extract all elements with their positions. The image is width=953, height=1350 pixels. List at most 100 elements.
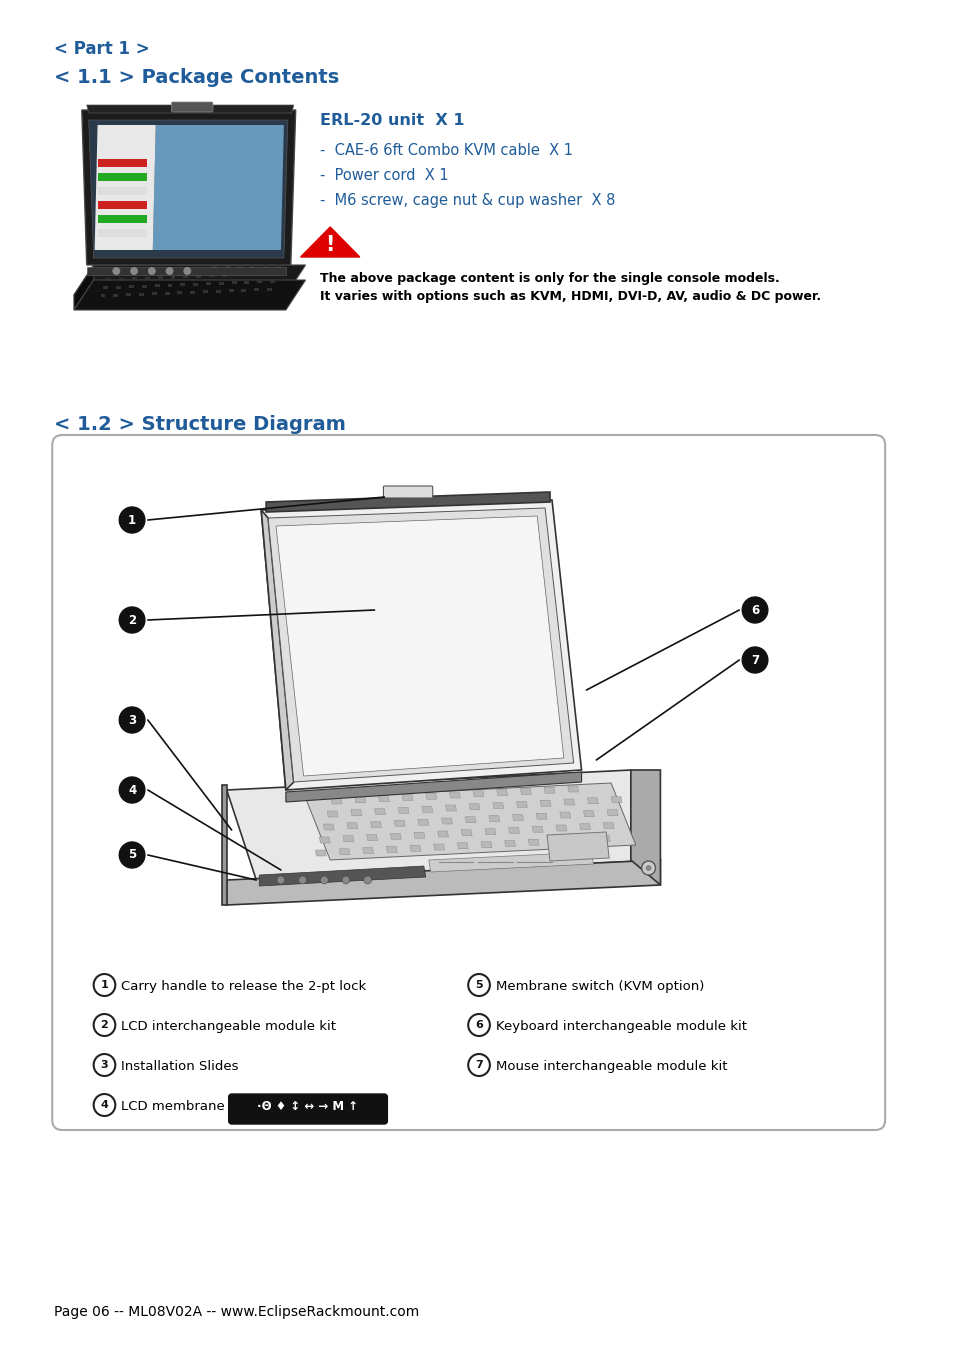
Text: < 1.1 > Package Contents: < 1.1 > Package Contents: [54, 68, 339, 86]
Bar: [110, 270, 114, 273]
Polygon shape: [508, 828, 519, 833]
Text: Keyboard interchangeable module kit: Keyboard interchangeable module kit: [496, 1021, 746, 1033]
Bar: [232, 281, 236, 284]
Polygon shape: [261, 500, 581, 790]
Circle shape: [363, 876, 372, 884]
Polygon shape: [543, 787, 555, 794]
Bar: [97, 215, 147, 223]
Bar: [132, 277, 137, 279]
Circle shape: [342, 876, 350, 884]
Polygon shape: [606, 810, 618, 815]
Circle shape: [93, 1054, 115, 1076]
Bar: [168, 284, 172, 286]
Text: -  M6 screw, cage nut & cup washer  X 8: - M6 screw, cage nut & cup washer X 8: [320, 193, 615, 208]
Polygon shape: [73, 279, 305, 310]
Text: 6: 6: [750, 603, 759, 617]
Text: ERL-20 unit  X 1: ERL-20 unit X 1: [320, 113, 464, 128]
Polygon shape: [87, 267, 286, 275]
Polygon shape: [397, 807, 409, 814]
Polygon shape: [414, 832, 424, 838]
Text: It varies with options such as KVM, HDMI, DVI-D, AV, audio & DC power.: It varies with options such as KVM, HDMI…: [320, 290, 821, 302]
Bar: [165, 292, 170, 294]
Polygon shape: [575, 837, 586, 842]
Bar: [203, 290, 208, 293]
Circle shape: [119, 842, 145, 868]
FancyBboxPatch shape: [52, 435, 884, 1130]
Polygon shape: [402, 794, 413, 801]
Circle shape: [93, 1094, 115, 1116]
Bar: [97, 173, 147, 181]
Polygon shape: [315, 850, 326, 856]
Circle shape: [130, 267, 138, 275]
Text: 1: 1: [128, 513, 136, 526]
Text: 2: 2: [100, 1021, 109, 1030]
Polygon shape: [73, 265, 305, 296]
Circle shape: [119, 508, 145, 533]
Bar: [177, 292, 182, 294]
Polygon shape: [394, 821, 405, 826]
Bar: [171, 275, 175, 278]
Polygon shape: [268, 508, 573, 782]
Text: 5: 5: [128, 849, 136, 861]
Bar: [97, 188, 147, 194]
Polygon shape: [563, 799, 574, 805]
Text: 4: 4: [100, 1100, 109, 1110]
Polygon shape: [319, 837, 330, 842]
Polygon shape: [456, 842, 468, 849]
Bar: [225, 266, 230, 269]
Bar: [157, 275, 162, 279]
Bar: [100, 294, 106, 297]
Circle shape: [119, 608, 145, 633]
Polygon shape: [528, 840, 538, 845]
Bar: [237, 265, 242, 269]
Bar: [263, 265, 268, 267]
Text: !: !: [325, 235, 335, 255]
Polygon shape: [484, 829, 496, 834]
Bar: [212, 266, 216, 269]
Circle shape: [468, 1054, 490, 1076]
Polygon shape: [227, 860, 659, 905]
Bar: [119, 278, 124, 281]
Bar: [254, 288, 259, 292]
Bar: [145, 277, 150, 279]
Bar: [148, 269, 152, 271]
Bar: [107, 278, 112, 281]
Polygon shape: [587, 798, 598, 803]
Bar: [186, 267, 191, 270]
Polygon shape: [559, 811, 570, 818]
Polygon shape: [497, 790, 507, 795]
Polygon shape: [305, 783, 635, 860]
Circle shape: [166, 267, 173, 275]
Circle shape: [645, 865, 651, 871]
Polygon shape: [546, 832, 609, 861]
Polygon shape: [259, 865, 425, 886]
Circle shape: [741, 647, 767, 674]
Bar: [247, 273, 253, 275]
Bar: [154, 284, 159, 288]
Circle shape: [276, 876, 285, 884]
Polygon shape: [449, 792, 460, 798]
Polygon shape: [461, 830, 472, 836]
Text: Membrane switch (KVM option): Membrane switch (KVM option): [496, 980, 703, 994]
Polygon shape: [583, 811, 594, 817]
Polygon shape: [327, 811, 337, 817]
Text: 4: 4: [128, 783, 136, 796]
Polygon shape: [82, 109, 295, 265]
Bar: [218, 282, 224, 285]
Polygon shape: [425, 794, 436, 799]
Polygon shape: [227, 769, 659, 880]
Polygon shape: [73, 265, 93, 310]
Circle shape: [112, 267, 120, 275]
Bar: [199, 266, 204, 270]
Polygon shape: [469, 803, 479, 810]
Bar: [229, 289, 233, 292]
Circle shape: [119, 707, 145, 733]
Polygon shape: [473, 791, 483, 796]
Polygon shape: [611, 796, 621, 803]
Text: ·Θ ♦ ↕ ↔ → M ↑: ·Θ ♦ ↕ ↔ → M ↑: [257, 1100, 358, 1114]
Polygon shape: [480, 841, 492, 848]
Bar: [250, 265, 255, 267]
Text: -  CAE-6 6ft Combo KVM cable  X 1: - CAE-6 6ft Combo KVM cable X 1: [320, 143, 573, 158]
Text: < Part 1 >: < Part 1 >: [54, 40, 150, 58]
Text: Installation Slides: Installation Slides: [121, 1060, 238, 1073]
